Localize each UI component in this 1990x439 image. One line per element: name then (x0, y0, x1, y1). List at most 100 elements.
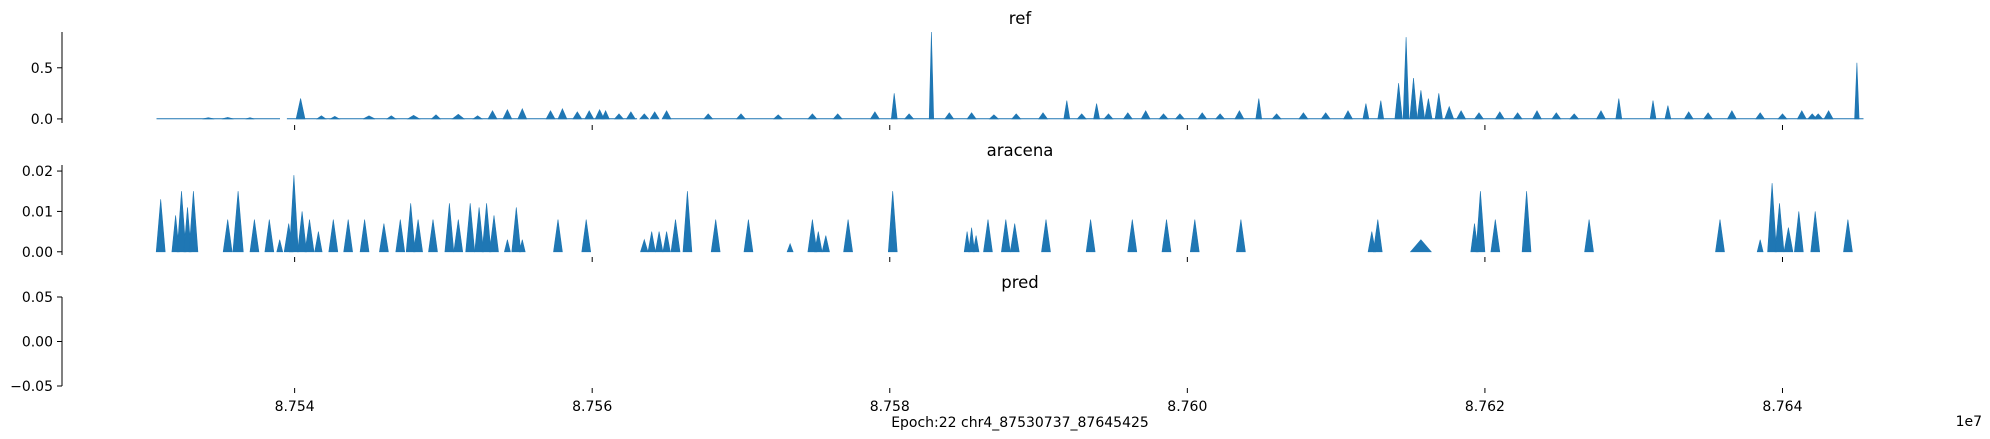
signal-peak (1189, 219, 1200, 253)
signal-peak (289, 175, 299, 253)
signal-peak (944, 112, 955, 120)
x-tick-label: 8.756 (572, 399, 612, 415)
signal-peak (379, 223, 389, 253)
signal-peak (1009, 223, 1020, 253)
signal-peak (295, 98, 306, 120)
panel-title: pred (1001, 273, 1039, 292)
signal-peak (670, 219, 681, 253)
signal-peak (444, 203, 455, 253)
signal-peak (821, 235, 830, 253)
signal-peak (703, 113, 714, 120)
signal-peak (988, 114, 1000, 120)
signal-peak (1127, 219, 1138, 253)
signal-peak (1103, 113, 1114, 120)
signal-peak (1703, 112, 1714, 120)
signal-peak (1756, 239, 1764, 253)
signal-peak (662, 231, 671, 253)
signal-peak (315, 115, 327, 120)
signal-peak (1683, 111, 1694, 120)
y-tick-label: 0.00 (22, 245, 53, 261)
signal-peak (474, 207, 484, 253)
signal-peak (430, 114, 442, 120)
signal-peak (1794, 211, 1804, 253)
signal-peak (625, 111, 636, 120)
signal-peak (1234, 110, 1245, 120)
signal-peak (171, 215, 180, 253)
signal-peak (1093, 103, 1100, 120)
signal-peak (1271, 113, 1282, 120)
signal-peak (413, 219, 423, 253)
signal-peak (232, 191, 244, 253)
signal-peak (1409, 239, 1432, 253)
x-tick-label: 8.754 (275, 399, 315, 415)
signal-peak (545, 110, 556, 120)
signal-peak (640, 238, 649, 253)
signal-peak (1394, 83, 1403, 120)
signal-peak (502, 109, 513, 120)
signal-peak (1569, 113, 1580, 120)
panel-ref: ref 0.0 0.5 (31, 9, 1864, 130)
signal-peak (1424, 98, 1433, 120)
signal-peak (518, 239, 526, 253)
signal-peak (903, 113, 915, 120)
signal-peak (613, 113, 625, 120)
signal-peak (428, 219, 438, 253)
signal-peak (517, 107, 528, 120)
signal-peak (1823, 110, 1834, 120)
signal-peak (465, 203, 476, 253)
signal-peak (264, 219, 275, 253)
signal-peak (183, 207, 192, 253)
x-tick-label: 8.764 (1762, 399, 1802, 415)
signal-peak (743, 219, 754, 253)
signal-peak (1767, 183, 1777, 253)
signal-peak (1362, 103, 1370, 120)
signal-peak (1161, 219, 1172, 253)
y-tick-label: 0.00 (22, 335, 53, 351)
signal-peak (1473, 112, 1484, 120)
signal-peak (772, 114, 784, 120)
signal-peak (481, 203, 492, 253)
signal-peak (1214, 113, 1226, 120)
signal-peak (297, 211, 307, 253)
signal-peak (453, 219, 464, 253)
signal-peak (1377, 100, 1385, 120)
signal-peak (222, 219, 233, 253)
signal-peak (511, 207, 522, 253)
signal-peak (1796, 110, 1807, 120)
signal-peak (1456, 110, 1467, 120)
signal-peak (405, 203, 416, 253)
signal-peak (553, 219, 563, 253)
x-tick-label: 8.762 (1465, 399, 1505, 415)
signal-peak (1444, 105, 1455, 120)
signal-peak (1063, 100, 1071, 120)
signal-peak (343, 219, 353, 253)
signal-peak (1595, 110, 1606, 120)
signal-peak (1584, 219, 1594, 253)
signal-peak (1726, 110, 1737, 120)
signal-peak (1755, 112, 1766, 120)
signal-peak (1512, 112, 1523, 120)
signal-peak (1551, 112, 1562, 120)
signal-peak (1197, 112, 1208, 120)
signal-peak (1402, 37, 1410, 120)
signal-peak (655, 231, 664, 253)
signal-peak (601, 109, 610, 120)
signal-peak (1810, 211, 1821, 253)
signal-peak (1122, 112, 1133, 120)
signal-peak (682, 191, 693, 253)
panel-title: aracena (987, 141, 1054, 160)
signal-peak (1434, 93, 1443, 120)
signal-peak (504, 239, 511, 253)
y-tick-label: −0.05 (10, 379, 53, 395)
signal-peak (1085, 219, 1096, 253)
y-tick-label: 0.5 (31, 61, 53, 77)
signal-peak (972, 235, 980, 253)
signal-peak (1174, 113, 1186, 120)
signal-peak (489, 215, 499, 253)
x-tick-label: 8.760 (1167, 399, 1207, 415)
signal-peak (314, 231, 323, 253)
panel-pred: pred −0.05 0.00 0.05 8.754 8.756 8.758 8.760 8.7… (10, 273, 1803, 415)
signal-peak (928, 31, 935, 120)
signal-peak (807, 113, 818, 120)
signal-peak (1041, 219, 1051, 253)
